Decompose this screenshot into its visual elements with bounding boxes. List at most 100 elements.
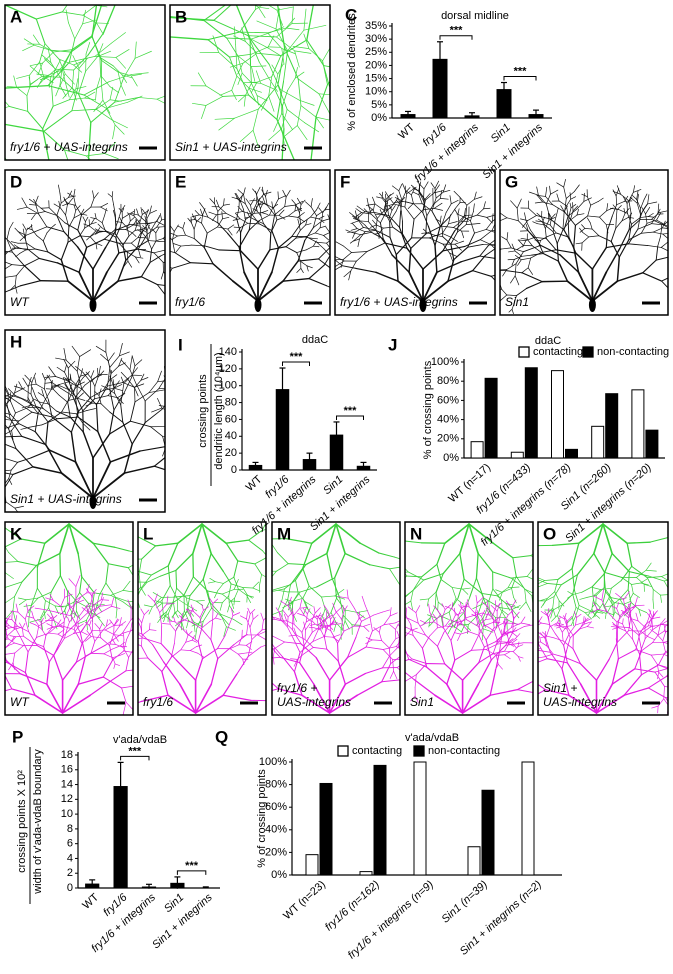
dendrite (485, 220, 493, 230)
dendrite (357, 211, 366, 219)
dendrite (624, 606, 629, 615)
dendrite (583, 192, 585, 202)
dendrite (344, 609, 358, 613)
dendrite (395, 202, 401, 212)
dendrite (85, 720, 95, 722)
dendrite (23, 635, 32, 643)
dendrite (651, 219, 661, 224)
dendrite (214, 581, 224, 584)
dendrite (138, 214, 146, 222)
dendrite (356, 251, 368, 262)
dendrite (554, 591, 560, 601)
dendrite (138, 616, 143, 624)
dendrite (166, 447, 186, 456)
dendrite (389, 612, 398, 617)
dendrite (520, 616, 526, 624)
dendrite (277, 688, 303, 696)
dendrite (525, 601, 532, 613)
dendrite (161, 404, 165, 410)
dendrite (244, 216, 251, 219)
dendrite (251, 629, 263, 640)
dendrite (351, 232, 362, 236)
dendrite (122, 714, 124, 715)
dendrite (117, 276, 143, 282)
dendrite (517, 644, 524, 648)
dendrite (625, 630, 634, 640)
dendrite (105, 107, 116, 126)
dendrite (493, 622, 504, 629)
dendrite (215, 199, 220, 208)
dendrite (655, 633, 664, 642)
dendrite (639, 216, 649, 218)
dendrite (193, 221, 197, 230)
dendrite (248, 529, 263, 541)
dendrite (508, 734, 511, 740)
dendrite (586, 217, 591, 224)
dendrite (490, 275, 495, 281)
dendrite (227, 0, 233, 4)
dendrite (22, 228, 25, 236)
dendrite (610, 207, 619, 210)
dendrite (284, 196, 287, 207)
dendrite (149, 248, 153, 263)
dendrite (356, 681, 383, 696)
dendrite (237, 653, 244, 660)
dendrite (143, 609, 150, 616)
dendrite (640, 582, 649, 586)
dendrite (277, 63, 284, 75)
dendrite (574, 590, 580, 606)
dendrite (417, 622, 426, 636)
dendrite (77, 397, 86, 401)
dendrite (500, 247, 512, 250)
micrograph (5, 330, 186, 512)
dendrite (381, 191, 384, 199)
dendrite (443, 623, 452, 633)
dendrite (372, 624, 385, 632)
dendrite (527, 257, 532, 269)
dendrite (14, 505, 25, 509)
dendrite (476, 596, 485, 604)
dendrite (163, 611, 167, 622)
dendrite (326, 242, 330, 249)
dendrite (5, 627, 10, 632)
dendrite (313, 627, 322, 631)
dendrite (35, 18, 46, 45)
dendrite (627, 228, 639, 245)
dendrite (485, 649, 497, 656)
chart-title: dorsal midline (441, 10, 509, 22)
panel-caption: UAS-integrins (277, 695, 351, 709)
dendrite (573, 184, 580, 192)
dendrite (162, 448, 165, 457)
bar (496, 89, 512, 118)
dendrite (319, 613, 323, 620)
dendrite (27, 110, 44, 130)
dendrite (92, 542, 116, 548)
dendrite (332, 241, 333, 252)
dendrite (308, 48, 323, 62)
dendrite (86, 408, 96, 411)
dendrite (622, 623, 626, 632)
dendrite (485, 607, 490, 616)
dendrite (530, 252, 542, 259)
dendrite (586, 594, 597, 598)
dendrite (422, 280, 449, 302)
dendrite (388, 197, 395, 205)
dendrite (375, 212, 389, 216)
dendrite (189, 646, 197, 651)
dendrite (120, 84, 126, 96)
dendrite (575, 607, 586, 614)
dendrite (44, 376, 57, 378)
dendrite (191, 222, 195, 230)
dendrite (643, 583, 652, 587)
dendrite (515, 251, 524, 265)
dendrite (8, 478, 13, 485)
dendrite (194, 694, 225, 714)
dendrite (237, 560, 256, 565)
dendrite (85, 155, 92, 160)
dendrite (64, 602, 69, 611)
dendrite (67, 616, 70, 623)
dendrite (189, 650, 199, 654)
dendrite (267, 47, 282, 57)
dendrite (271, 247, 280, 273)
dendrite (282, 610, 289, 618)
